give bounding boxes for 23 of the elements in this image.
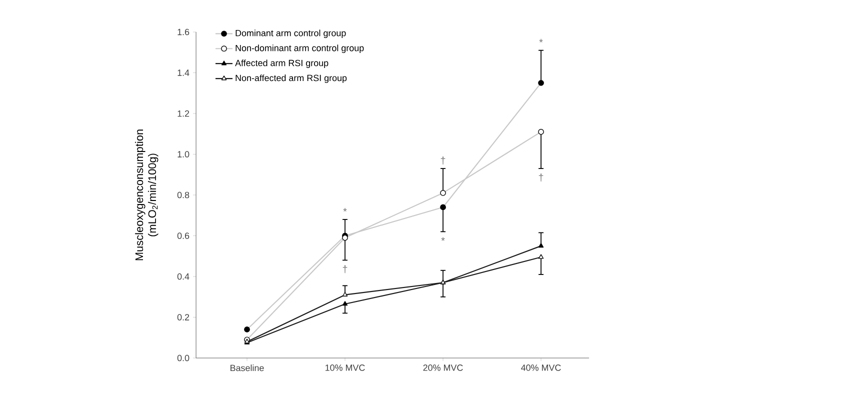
y-tick-label: 1.4 — [178, 70, 190, 76]
y-tick-label: 0.2 — [177, 314, 190, 320]
y-tick-label: 1.0 — [178, 151, 190, 158]
annotation: * — [539, 38, 543, 42]
y-tick-label: 1.2 — [178, 110, 190, 117]
x-tick-label: 10% MVC — [326, 364, 365, 371]
y-tick-label: 0.0 — [177, 354, 190, 362]
legend-label: Affected arm RSI group — [235, 60, 328, 68]
x-tick-label: 20% MVC — [423, 364, 463, 371]
annotation: † — [342, 265, 348, 274]
legend-label: Dominant arm control group — [236, 30, 346, 38]
annotation: * — [441, 237, 445, 241]
y-tick-label: 0.6 — [177, 232, 190, 239]
x-tick-label: 40% MVC — [521, 364, 561, 371]
y-tick-label: 0.4 — [177, 273, 190, 280]
legend-label: Non-affected arm RSI group — [236, 74, 347, 83]
x-tick-label: Baseline — [230, 364, 264, 372]
annotation: † — [440, 156, 446, 164]
y-tick-label: 0.8 — [177, 192, 190, 198]
y-tick-label: 1.6 — [178, 28, 190, 36]
annotation: † — [538, 174, 544, 182]
annotation: * — [343, 208, 347, 212]
legend-label: Non-dominant arm control group — [236, 44, 364, 53]
